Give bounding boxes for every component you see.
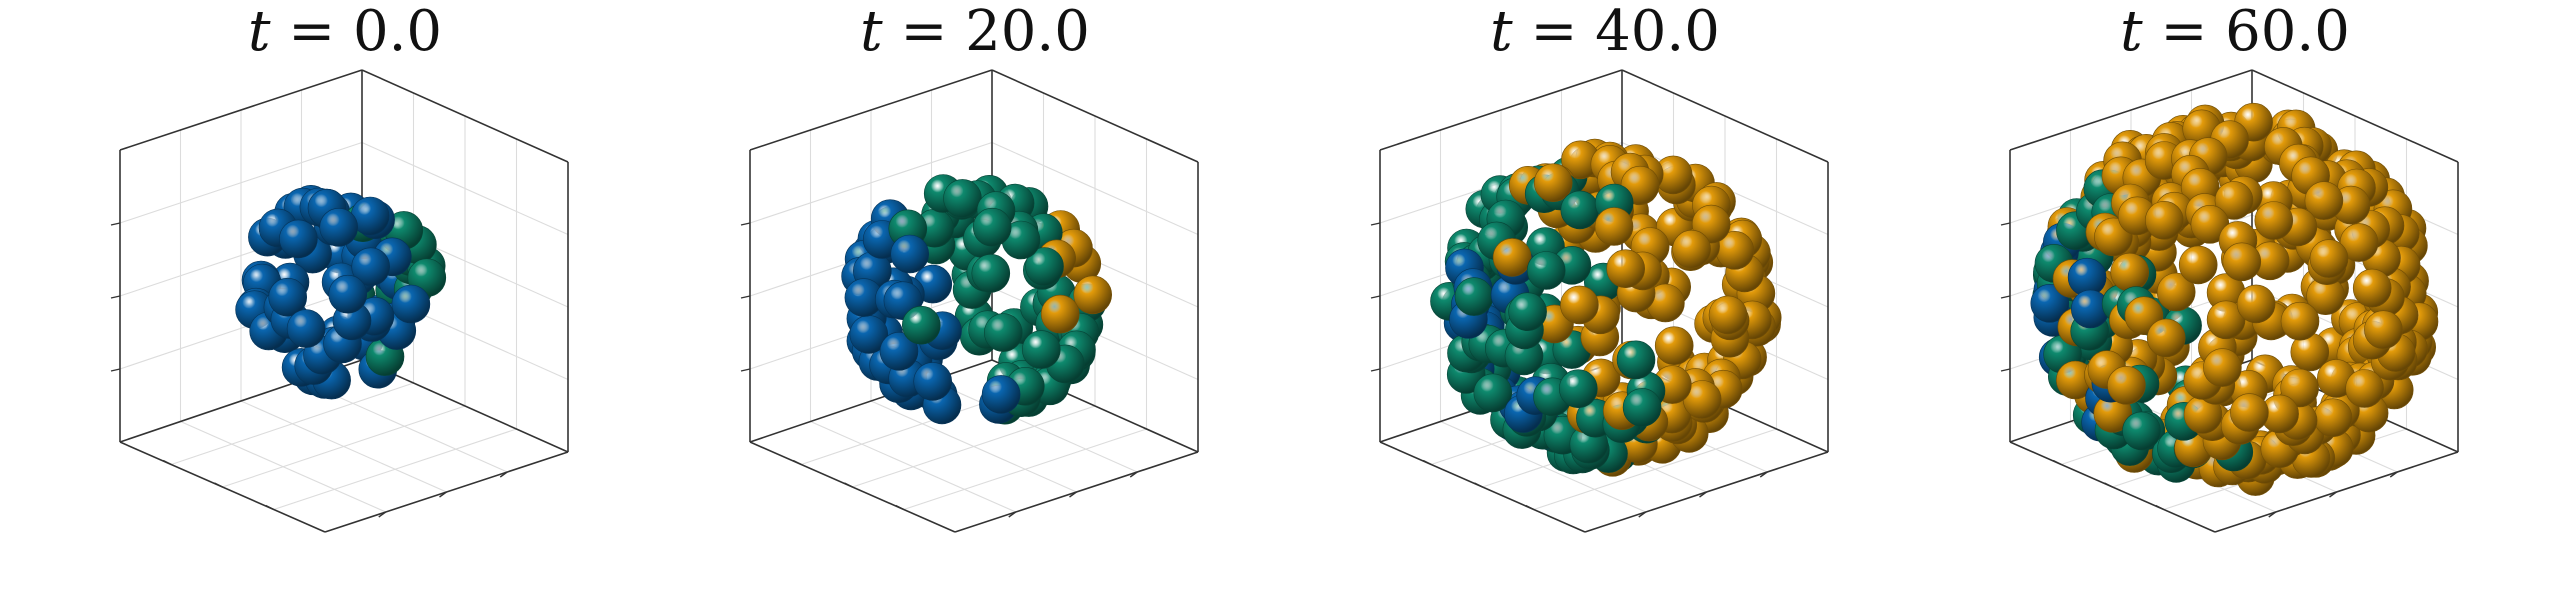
cell-orange	[1606, 249, 1646, 289]
panel-t-0: t = 0.0	[110, 0, 569, 533]
cell-blue	[890, 234, 930, 274]
panel-t-40: t = 40.0	[1370, 0, 1829, 533]
cell-orange	[2214, 181, 2254, 220]
cell-orange	[2364, 310, 2403, 350]
cell-orange	[2107, 365, 2146, 405]
cell-orange	[1073, 275, 1113, 315]
cell-orange	[2313, 398, 2353, 438]
cell-green	[901, 305, 941, 345]
cell-orange	[2254, 201, 2294, 240]
cell-orange	[2178, 245, 2218, 285]
cell-green	[1526, 251, 1566, 290]
cell-orange	[2156, 272, 2196, 312]
cell-cluster	[1430, 138, 1782, 477]
cell-orange	[2352, 268, 2392, 308]
cell-blue	[391, 284, 431, 324]
cell-orange	[2304, 181, 2344, 220]
panel-title: t = 60.0	[2120, 0, 2350, 64]
cell-orange	[1040, 294, 1080, 334]
3d-axes-box	[110, 69, 569, 533]
cell-green	[1508, 292, 1547, 332]
cell-blue	[913, 362, 953, 401]
cell-blue	[2030, 283, 2070, 323]
cell-green	[1616, 340, 1656, 380]
cell-orange	[1594, 207, 1634, 246]
cell-green	[971, 253, 1011, 293]
cell-orange	[1492, 238, 1532, 277]
cell-orange	[2230, 393, 2269, 432]
cell-green	[972, 207, 1012, 247]
cell-orange	[2144, 201, 2184, 240]
cell-orange	[2280, 368, 2319, 408]
cell-blue	[286, 309, 326, 348]
cell-orange	[2146, 318, 2186, 358]
cell-orange	[1560, 285, 1599, 325]
cell-orange	[2309, 239, 2349, 278]
cell-cluster	[2030, 102, 2439, 496]
cell-orange	[2110, 252, 2149, 292]
cell-blue	[319, 208, 359, 247]
cell-blue	[279, 219, 318, 259]
cell-green	[2122, 411, 2161, 451]
cell-blue	[879, 331, 919, 371]
cell-orange	[1533, 163, 1573, 202]
panel-t-60: t = 60.0	[2000, 0, 2459, 533]
panel-t-20: t = 20.0	[740, 0, 1199, 533]
cell-green	[1560, 190, 1600, 230]
cell-orange	[2236, 284, 2276, 324]
cell-green	[1473, 373, 1513, 413]
cell-green	[1558, 369, 1598, 409]
cell-orange	[1654, 326, 1694, 366]
cell-green	[1025, 247, 1064, 286]
panel-title: t = 40.0	[1490, 0, 1720, 64]
cell-orange	[2222, 242, 2262, 282]
cell-green	[943, 179, 982, 218]
cell-orange	[1708, 295, 1748, 335]
cell-orange	[2280, 301, 2320, 341]
cell-blue	[351, 247, 391, 287]
cell-green	[1454, 277, 1494, 316]
cell-cluster	[235, 185, 447, 400]
cell-orange	[2203, 348, 2242, 387]
panel-title: t = 20.0	[860, 0, 1090, 64]
cell-green	[1021, 330, 1061, 369]
cell-orange	[2339, 223, 2379, 262]
cell-blue	[981, 375, 1021, 414]
cell-orange	[2206, 300, 2246, 340]
cell-green	[1622, 388, 1662, 427]
cell-orange	[1672, 229, 1711, 269]
cell-green	[983, 313, 1023, 352]
panel-title: t = 0.0	[248, 0, 442, 64]
cell-orange	[2345, 369, 2384, 408]
cell-blue	[268, 277, 308, 317]
cell-cluster	[841, 174, 1113, 425]
cell-blue	[328, 274, 368, 314]
